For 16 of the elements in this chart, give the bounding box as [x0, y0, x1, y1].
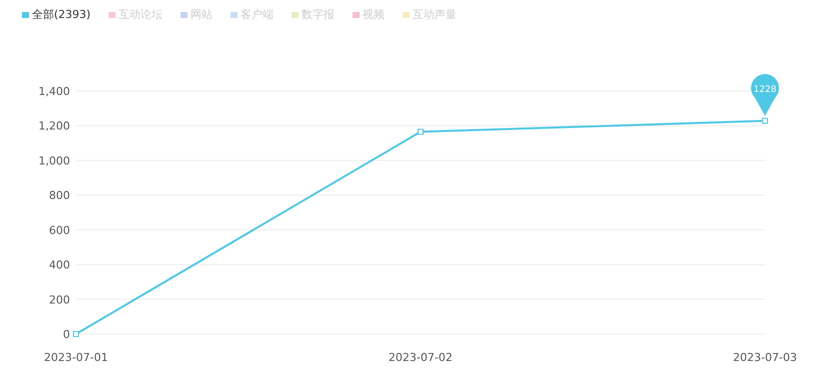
y-tick-label: 1,200	[38, 120, 70, 133]
y-tick-label: 0	[63, 328, 70, 341]
x-tick-label: 2023-07-03	[733, 351, 797, 364]
y-tick-label: 800	[49, 189, 70, 202]
y-tick-label: 600	[49, 224, 70, 237]
legend-label: 全部(2393)	[32, 8, 91, 21]
x-tick-label: 2023-07-02	[388, 351, 452, 364]
x-tick-label: 2023-07-01	[44, 351, 108, 364]
y-tick-label: 200	[49, 293, 70, 306]
point	[73, 331, 79, 337]
y-tick-label: 1,000	[38, 154, 70, 168]
point	[762, 118, 768, 124]
y-tick-label: 1,400	[38, 85, 70, 98]
data-label: 1228	[754, 84, 777, 95]
y-tick-label: 400	[49, 258, 70, 272]
point	[418, 128, 424, 135]
